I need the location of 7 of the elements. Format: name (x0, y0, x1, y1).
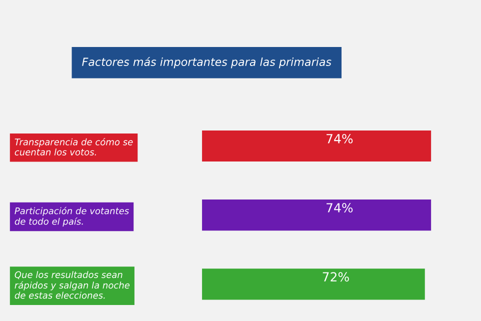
data-label: 74% (326, 203, 353, 212)
y-tick-label: Que los resultados sean rápidos y salgan la noche de estas elecciones. (14, 271, 130, 299)
y-tick-label: Transparencia de cómo se cuentan los votos. (14, 138, 133, 156)
data-label: 72% (322, 272, 349, 282)
chart-title: Factores más importantes para las primarias (82, 56, 332, 68)
data-label: 74% (326, 134, 353, 144)
y-tick-label: Participación de votantes de todo el país. (14, 206, 129, 227)
